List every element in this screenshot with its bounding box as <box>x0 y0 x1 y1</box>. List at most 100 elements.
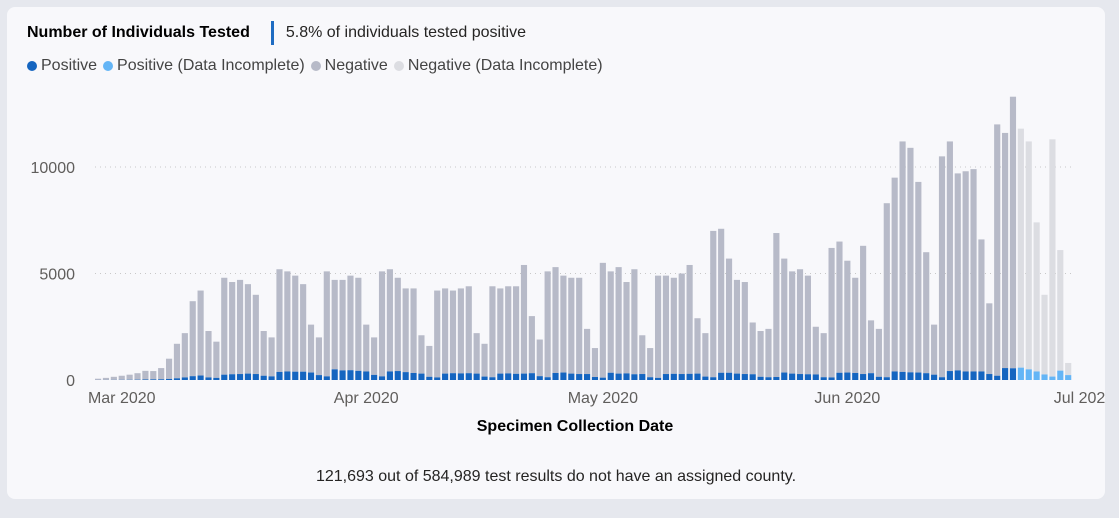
legend-item-positive[interactable]: Positive <box>27 57 97 75</box>
bar-negative <box>773 233 780 378</box>
bar-positive <box>576 374 583 380</box>
bar-negative <box>710 230 717 378</box>
legend-label-negative: Negative <box>324 57 388 74</box>
bar-negative <box>386 269 393 372</box>
bar-positive <box>694 373 701 380</box>
bar-positive <box>252 374 259 380</box>
bar-positive <box>513 373 520 380</box>
bar-positive <box>931 374 938 380</box>
bar-negative <box>733 279 741 374</box>
bar-negative <box>323 271 330 377</box>
bar-negative <box>465 286 472 374</box>
bar-positive <box>820 377 827 380</box>
bar-positive <box>773 377 780 380</box>
bar-negative <box>725 258 733 373</box>
legend-dot-positive <box>27 61 37 71</box>
bar-negative <box>828 247 835 378</box>
bar-negative <box>639 335 646 375</box>
bar-negative <box>276 269 283 372</box>
bar-negative <box>189 301 196 377</box>
bar-negative <box>481 343 488 377</box>
bar-negative <box>954 173 961 371</box>
bar-positive <box>244 373 252 380</box>
bar-negative <box>844 260 851 373</box>
bar-negative <box>173 343 181 379</box>
bar-positive <box>686 373 693 380</box>
bar-positive <box>654 377 662 380</box>
bar-negative <box>749 322 756 375</box>
legend-item-negative[interactable]: Negative <box>310 57 388 75</box>
bar-positive-incomplete <box>1041 374 1048 380</box>
x-tick-label: May 2020 <box>568 390 638 407</box>
bar-positive <box>158 379 165 380</box>
bar-negative <box>236 279 244 375</box>
bar-positive <box>631 374 638 380</box>
bar-negative <box>457 288 464 374</box>
bar-positive <box>142 379 149 380</box>
bar-positive <box>528 373 535 380</box>
bar-positive <box>268 376 275 380</box>
bar-negative <box>836 241 843 373</box>
bar-negative-incomplete <box>1025 141 1032 370</box>
bar-positive <box>986 374 993 380</box>
bar-positive <box>300 371 307 380</box>
bar-positive <box>702 376 709 380</box>
bar-negative <box>1009 96 1017 369</box>
bar-negative <box>978 239 985 372</box>
bar-negative <box>378 271 386 377</box>
bar-negative <box>789 271 796 374</box>
bar-positive <box>315 375 322 380</box>
bar-positive <box>812 374 819 380</box>
bar-positive <box>978 371 985 380</box>
bar-positive <box>718 372 725 380</box>
bar-positive <box>418 373 425 380</box>
bar-negative <box>765 328 772 378</box>
bar-positive <box>828 377 835 380</box>
bar-positive <box>867 373 875 380</box>
bar-positive <box>284 371 291 380</box>
bar-negative-incomplete <box>1057 250 1064 371</box>
bar-positive <box>741 374 748 380</box>
bar-negative <box>654 275 662 378</box>
bar-negative <box>899 141 906 372</box>
bar-positive-incomplete <box>1033 371 1040 380</box>
bar-positive <box>520 373 528 380</box>
bar-positive <box>457 373 464 380</box>
bar-negative <box>410 288 417 373</box>
bar-positive <box>907 372 914 380</box>
bar-negative <box>528 316 535 374</box>
bar-negative <box>260 331 267 376</box>
bar-negative-incomplete <box>1017 128 1024 368</box>
bar-negative <box>781 258 788 373</box>
chart-legend: Positive Positive (Data Incomplete) Nega… <box>27 57 609 75</box>
bar-positive <box>765 377 772 380</box>
bar-positive <box>213 377 220 380</box>
bar-negative <box>371 337 378 375</box>
bar-negative <box>158 368 165 380</box>
bar-negative <box>986 303 993 375</box>
bar-positive <box>599 377 606 380</box>
bar-positive <box>891 371 898 380</box>
bar-positive <box>607 372 614 380</box>
bar-positive <box>189 376 196 380</box>
bar-negative <box>915 181 922 373</box>
y-tick-label: 10000 <box>31 160 76 177</box>
bar-negative <box>875 328 882 377</box>
bar-negative <box>134 373 141 380</box>
x-tick-label: Mar 2020 <box>88 390 156 407</box>
legend-item-negative-incomplete[interactable]: Negative (Data Incomplete) <box>393 57 603 75</box>
bar-positive <box>434 377 441 380</box>
bar-positive <box>292 371 299 380</box>
legend-item-positive-incomplete[interactable]: Positive (Data Incomplete) <box>103 57 305 75</box>
x-tick-label: Jun 2020 <box>814 390 880 407</box>
bar-positive <box>481 376 488 380</box>
chart-subtitle: 5.8% of individuals tested positive <box>285 24 526 41</box>
bar-positive <box>725 372 733 380</box>
bar-positive <box>402 372 409 380</box>
bar-positive <box>804 374 811 380</box>
bar-positive <box>749 374 756 380</box>
bar-negative <box>497 288 504 374</box>
bar-negative <box>213 341 220 378</box>
bar-negative-incomplete <box>1033 222 1040 372</box>
bar-negative <box>434 290 441 378</box>
